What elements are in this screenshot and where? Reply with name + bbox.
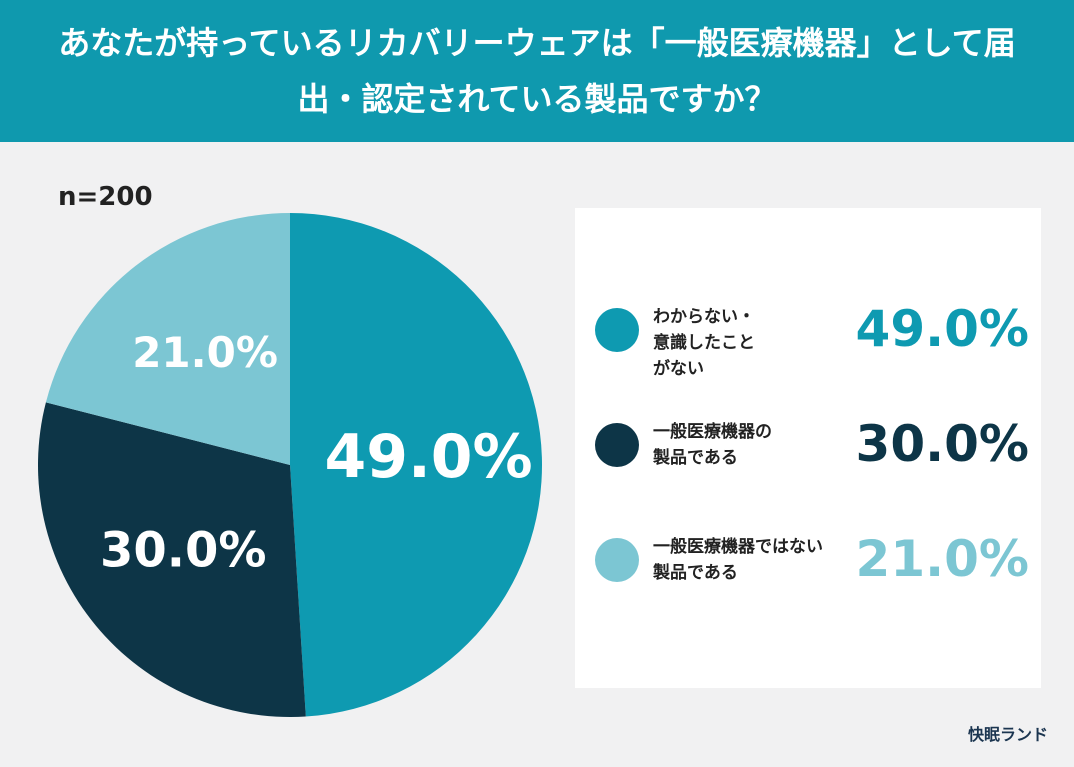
legend-value: 49.0% — [855, 300, 1029, 358]
legend-swatch — [595, 538, 639, 582]
legend-item: 一般医療機器の製品である 30.0% — [575, 405, 1041, 485]
legend-item: わからない・意識したことがない 49.0% — [575, 290, 1041, 379]
pie-slice — [37, 402, 306, 718]
sample-size: n=200 — [58, 182, 153, 212]
legend-label: 一般医療機器ではない製品である — [653, 537, 823, 583]
legend: わからない・意識したことがない 49.0% 一般医療機器の製品である 30.0% 一般医… — [575, 208, 1041, 688]
pie-slice — [290, 213, 543, 717]
legend-swatch — [595, 423, 639, 467]
legend-label: 一般医療機器の製品である — [653, 422, 772, 468]
legend-value: 21.0% — [855, 530, 1029, 588]
header: あなたが持っているリカバリーウェアは「一般医療機器」として届出・認定されている製… — [0, 0, 1074, 142]
legend-swatch — [595, 308, 639, 352]
pie-slice — [45, 213, 291, 465]
slice-label: 49.0% — [324, 422, 532, 492]
chart-title: あなたが持っているリカバリーウェアは「一般医療機器」として届出・認定されている製… — [58, 24, 1016, 118]
pie-chart: 49.0% 30.0% 21.0% — [37, 213, 543, 718]
legend-item: 一般医療機器ではない製品である 21.0% — [575, 520, 1041, 600]
legend-value: 30.0% — [855, 415, 1029, 473]
slice-label: 21.0% — [132, 328, 278, 377]
slice-label: 30.0% — [100, 522, 267, 578]
legend-label: わからない・意識したことがない — [653, 307, 755, 379]
brand: 快眠ランド — [967, 725, 1048, 744]
